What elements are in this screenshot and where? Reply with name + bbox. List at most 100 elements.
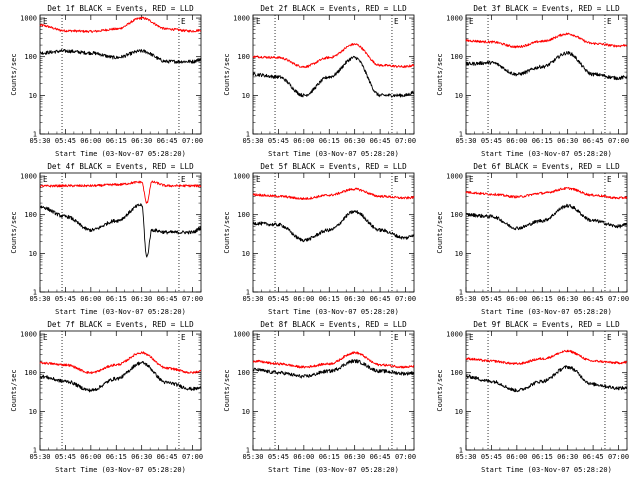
- x-tick-label: 06:15: [106, 137, 127, 145]
- events-series-line: [252, 210, 415, 243]
- events-series-line: [465, 203, 628, 231]
- y-tick-label: 1: [459, 131, 463, 139]
- marker-label-left: E: [43, 333, 48, 342]
- marker-label-right: E: [607, 17, 612, 26]
- x-tick-label: 05:30: [29, 295, 50, 303]
- x-tick-label: 05:45: [55, 453, 76, 461]
- panel-title: Det 2f BLACK = Events, RED = LLD: [260, 4, 407, 13]
- x-tick-label: 06:45: [370, 295, 391, 303]
- marker-label-right: E: [394, 175, 399, 184]
- marker-label-left: E: [256, 17, 261, 26]
- y-tick-label: 100: [450, 369, 463, 377]
- x-tick-label: 06:45: [583, 295, 604, 303]
- marker-label-right: E: [607, 175, 612, 184]
- panel-title: Det 9f BLACK = Events, RED = LLD: [473, 320, 620, 329]
- marker-label-left: E: [43, 17, 48, 26]
- x-tick-label: 05:30: [29, 453, 50, 461]
- x-tick-label: 06:15: [319, 453, 340, 461]
- y-tick-label: 100: [237, 369, 250, 377]
- x-tick-label: 06:15: [532, 295, 553, 303]
- x-tick-label: 06:00: [293, 295, 314, 303]
- panel-4: Det 4f BLACK = Events, RED = LLD Counts/s…: [10, 162, 203, 316]
- panel-title: Det 8f BLACK = Events, RED = LLD: [260, 320, 407, 329]
- x-tick-label: 05:45: [268, 295, 289, 303]
- panel-title: Det 4f BLACK = Events, RED = LLD: [47, 162, 194, 171]
- x-tick-label: 06:30: [557, 137, 578, 145]
- x-axis-label: Start Time (03-Nov-07 05:28:20): [268, 308, 399, 316]
- y-tick-label: 1: [33, 289, 37, 297]
- x-tick-label: 06:30: [344, 295, 365, 303]
- x-tick-label: 06:45: [583, 137, 604, 145]
- plot-frame: [465, 330, 628, 451]
- marker-label-left: E: [469, 175, 474, 184]
- y-tick-label: 1: [33, 131, 37, 139]
- y-axis-label: Counts/sec: [10, 211, 18, 253]
- panel-8: Det 8f BLACK = Events, RED = LLD Counts/s…: [223, 320, 416, 474]
- x-axis-label: Start Time (03-Nov-07 05:28:20): [55, 308, 186, 316]
- x-tick-label: 06:45: [583, 453, 604, 461]
- y-tick-label: 1000: [446, 173, 463, 181]
- x-tick-label: 05:45: [55, 137, 76, 145]
- x-axis-label: Start Time (03-Nov-07 05:28:20): [55, 466, 186, 474]
- y-tick-label: 10: [29, 92, 37, 100]
- marker-label-right: E: [181, 333, 186, 342]
- y-axis-label: Counts/sec: [223, 369, 231, 411]
- plot-frame: [252, 330, 415, 451]
- plot-frame: [39, 172, 202, 293]
- x-tick-label: 05:30: [242, 453, 263, 461]
- y-axis-label: Counts/sec: [223, 211, 231, 253]
- panel-title: Det 7f BLACK = Events, RED = LLD: [47, 320, 194, 329]
- events-series-line: [465, 50, 628, 81]
- x-tick-label: 06:30: [557, 453, 578, 461]
- y-tick-label: 100: [237, 211, 250, 219]
- marker-label-left: E: [256, 333, 261, 342]
- y-tick-label: 1: [459, 447, 463, 455]
- x-tick-label: 05:30: [242, 295, 263, 303]
- x-tick-label: 06:00: [506, 453, 527, 461]
- x-tick-label: 06:15: [106, 453, 127, 461]
- plot-frame: [252, 172, 415, 293]
- x-tick-label: 06:15: [532, 453, 553, 461]
- x-tick-label: 06:15: [106, 295, 127, 303]
- x-tick-label: 06:00: [506, 295, 527, 303]
- x-tick-label: 07:00: [608, 295, 629, 303]
- x-tick-label: 05:30: [455, 453, 476, 461]
- plot-frame: [39, 14, 202, 135]
- y-tick-label: 1000: [20, 331, 37, 339]
- x-tick-label: 06:30: [344, 137, 365, 145]
- x-tick-label: 06:30: [344, 453, 365, 461]
- y-axis-label: Counts/sec: [436, 53, 444, 95]
- x-axis-label: Start Time (03-Nov-07 05:28:20): [268, 466, 399, 474]
- panel-3: Det 3f BLACK = Events, RED = LLD Counts/s…: [436, 4, 629, 158]
- marker-label-right: E: [607, 333, 612, 342]
- marker-label-right: E: [394, 333, 399, 342]
- x-tick-label: 05:45: [481, 137, 502, 145]
- y-tick-label: 100: [24, 53, 37, 61]
- x-tick-label: 06:45: [157, 453, 178, 461]
- panel-9: Det 9f BLACK = Events, RED = LLD Counts/s…: [436, 320, 629, 474]
- x-tick-label: 07:00: [182, 137, 203, 145]
- panel-title: Det 5f BLACK = Events, RED = LLD: [260, 162, 407, 171]
- x-tick-label: 07:00: [608, 137, 629, 145]
- x-tick-label: 06:15: [319, 137, 340, 145]
- y-tick-label: 10: [29, 408, 37, 416]
- y-tick-label: 1000: [233, 15, 250, 23]
- x-tick-label: 06:00: [80, 453, 101, 461]
- x-tick-label: 06:45: [370, 453, 391, 461]
- x-tick-label: 06:30: [557, 295, 578, 303]
- y-tick-label: 100: [450, 211, 463, 219]
- x-tick-label: 06:00: [506, 137, 527, 145]
- y-tick-label: 1000: [446, 331, 463, 339]
- events-series-line: [465, 365, 628, 393]
- y-tick-label: 10: [29, 250, 37, 258]
- y-tick-label: 10: [455, 92, 463, 100]
- y-axis-label: Counts/sec: [10, 369, 18, 411]
- x-tick-label: 06:00: [80, 137, 101, 145]
- panel-1: Det 1f BLACK = Events, RED = LLD Counts/s…: [10, 4, 203, 158]
- y-tick-label: 1000: [20, 15, 37, 23]
- events-series-line: [39, 203, 202, 258]
- panel-title: Det 3f BLACK = Events, RED = LLD: [473, 4, 620, 13]
- y-tick-label: 100: [24, 369, 37, 377]
- y-tick-label: 1: [33, 447, 37, 455]
